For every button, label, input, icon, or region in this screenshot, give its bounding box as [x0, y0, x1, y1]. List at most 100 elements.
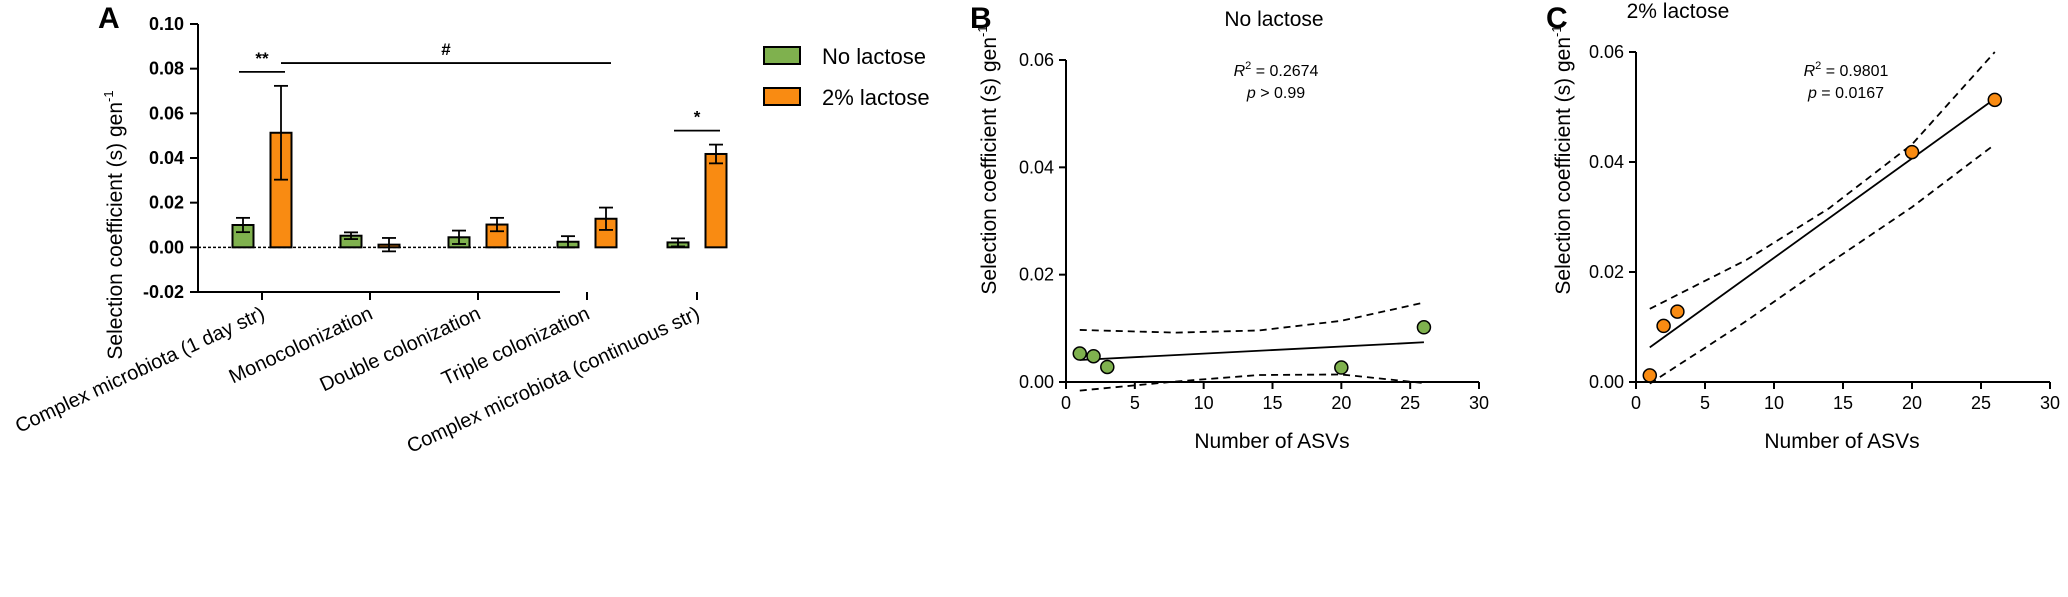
panel-c-y-title-sup: -1 [1549, 25, 1564, 37]
panel-b-x-tick-label: 25 [1400, 393, 1420, 413]
legend-swatch-2pct-lactose [763, 87, 801, 106]
panel-c-r2-sup: 2 [1815, 60, 1821, 72]
panel-c-point [1987, 92, 2003, 108]
panel-c-ci-lower [1649, 143, 1996, 385]
panel-a-y-tick-label: -0.02 [143, 282, 184, 302]
panel-b-y-tick-label: 0.02 [1019, 265, 1054, 285]
panel-c-point [1656, 318, 1671, 334]
panel-b-letter: B [970, 2, 992, 35]
panel-c-point [1642, 368, 1658, 383]
panel-c-p: p = 0.0167 [1807, 85, 1884, 102]
panel-b-regression-line [1079, 341, 1424, 361]
svg-text:Selection coefficient (s) gen-: Selection coefficient (s) gen-1 [975, 25, 1001, 294]
panel-b-point [1334, 360, 1349, 375]
panel-c-y-tick-label: 0.02 [1589, 262, 1624, 282]
panel-a-letter: A [98, 2, 120, 35]
panel-a-y-ticks: -0.02 0.00 0.02 0.04 0.06 0.08 0.10 [143, 14, 198, 302]
panel-c-y-tick-label: 0.00 [1589, 372, 1624, 392]
panel-a-significance: ** # * [239, 40, 720, 132]
panel-b-x-tick-label: 10 [1194, 393, 1214, 413]
panel-b-x-tick-label: 0 [1061, 393, 1071, 413]
panel-c-x-tick-label: 10 [1764, 393, 1784, 413]
significance-label: ** [255, 49, 269, 68]
panel-b-x-tick-label: 30 [1469, 393, 1489, 413]
panel-c-x-tick-label: 15 [1833, 393, 1853, 413]
panel-b-y-tick-label: 0.06 [1019, 50, 1054, 70]
panel-b-r2-sup: 2 [1245, 60, 1251, 72]
panel-b-r2-label: R [1234, 63, 1246, 80]
panel-c-r2-value: = 0.9801 [1821, 63, 1888, 80]
panel-a-y-tick-label: 0.08 [149, 59, 184, 79]
panel-b-r2: R2 = 0.2674 [1234, 60, 1319, 80]
svg-text:Selection coefficient (s) gen-: Selection coefficient (s) gen-1 [1549, 25, 1575, 294]
panel-c-y-tick-label: 0.04 [1589, 152, 1624, 172]
panel-a-legend: No lactose 2% lactose [763, 44, 930, 110]
panel-b-point [1100, 359, 1115, 375]
panel-c-x-tick-label: 25 [1971, 393, 1991, 413]
panel-b-y-tick-label: 0.00 [1019, 372, 1054, 392]
panel-a-y-tick-label: 0.02 [149, 193, 184, 213]
panel-a-y-title: Selection coefficient (s) gen-1 [101, 90, 127, 359]
legend-label-no-lactose: No lactose [822, 44, 926, 69]
panel-a-y-tick-label: 0.00 [149, 237, 184, 257]
panel-c-points [1642, 92, 2003, 383]
panel-a-x-ticks [261, 292, 698, 300]
panel-b-y-title-sup: -1 [975, 25, 990, 37]
panel-b-ci-upper [1079, 301, 1425, 334]
panel-b-point [1072, 346, 1088, 361]
panel-b-ci-lower [1079, 373, 1425, 392]
panel-b-x-title: Number of ASVs [1194, 430, 1349, 453]
panel-b-y-tick-label: 0.04 [1019, 157, 1054, 177]
panel-c-axes: 0.00 0.02 0.04 0.06 0 5 10 15 20 25 30 [1589, 42, 2060, 413]
panel-c-regression-line [1649, 98, 1996, 349]
panel-b-p: p > 0.99 [1246, 85, 1305, 102]
panel-b-x-tick-label: 15 [1262, 393, 1282, 413]
panel-b-x-tick-label: 20 [1331, 393, 1351, 413]
panel-b-title: No lactose [1224, 8, 1323, 31]
panel-b-x-tick-label: 5 [1130, 393, 1140, 413]
panel-c-title: 2% lactose [1627, 0, 1730, 23]
panel-a-bars [231, 131, 728, 249]
panel-a-y-tick-label: 0.04 [149, 148, 184, 168]
panel-b-confidence-band [1079, 301, 1425, 392]
panel-b-y-title: Selection coefficient (s) gen-1 [975, 25, 1001, 294]
significance-label: # [441, 40, 451, 59]
panel-c-p-label: p [1807, 85, 1817, 102]
panel-c-p-value: = 0.0167 [1817, 85, 1884, 102]
panel-b-point [1086, 348, 1101, 364]
panel-b-y-title-text: Selection coefficient (s) gen [978, 37, 1001, 295]
significance-label: * [694, 108, 701, 127]
panel-c-point [1904, 144, 1920, 160]
panel-c-x-tick-label: 5 [1700, 393, 1710, 413]
panel-a: A Selection coefficient (s) gen-1 -0.02 0… [12, 2, 930, 458]
legend-label-2pct-lactose: 2% lactose [822, 85, 930, 110]
panel-a-y-title-sup: -1 [101, 90, 116, 102]
panel-b-axes: 0.00 0.02 0.04 0.06 0 5 10 15 20 25 30 [1019, 50, 1489, 413]
panel-a-error-bars [236, 84, 723, 253]
bar-2pct-lactose-complex-microbiota-continuous-str [704, 152, 728, 249]
panel-c-x-tick-label: 20 [1902, 393, 1922, 413]
panel-a-y-tick-label: 0.06 [149, 103, 184, 123]
panel-c-x-tick-label: 30 [2040, 393, 2060, 413]
panel-c-x-title: Number of ASVs [1764, 430, 1919, 453]
panel-c-ci-upper [1649, 51, 1996, 310]
panel-c-r2-label: R [1804, 63, 1816, 80]
panel-c-point [1670, 304, 1685, 319]
panel-c-r2: R2 = 0.9801 [1804, 60, 1889, 80]
panel-c-confidence-band [1649, 51, 1996, 385]
panel-c-y-title-text: Selection coefficient (s) gen [1552, 37, 1575, 295]
panel-b-point [1416, 320, 1432, 335]
panel-b-p-label: p [1246, 85, 1256, 102]
panel-a-y-title-text: Selection coefficient (s) gen [104, 102, 127, 360]
svg-text:Selection coefficient (s) gen-: Selection coefficient (s) gen-1 [101, 90, 127, 359]
legend-swatch-no-lactose [763, 46, 801, 65]
panel-b-r2-value: = 0.2674 [1251, 63, 1318, 80]
panel-c: C 2% lactose Selection coefficient (s) g… [1546, 0, 2060, 453]
panel-c-y-tick-label: 0.06 [1589, 42, 1624, 62]
panel-b: B No lactose Selection coefficient (s) g… [970, 2, 1489, 453]
panel-c-letter: C [1546, 2, 1568, 35]
panel-c-y-title: Selection coefficient (s) gen-1 [1549, 25, 1575, 294]
panel-c-x-tick-label: 0 [1631, 393, 1641, 413]
panel-b-points [1072, 320, 1432, 375]
